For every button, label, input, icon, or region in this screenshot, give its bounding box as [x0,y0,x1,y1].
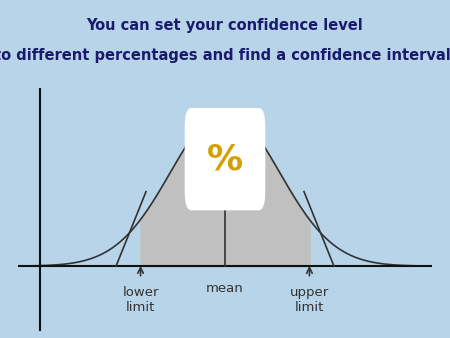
Text: to different percentages and find a confidence interval.: to different percentages and find a conf… [0,48,450,63]
FancyBboxPatch shape [184,108,266,210]
Text: mean: mean [206,282,244,295]
Text: You can set your confidence level: You can set your confidence level [87,18,364,33]
Text: upper
limit: upper limit [290,286,329,314]
Text: %: % [207,142,243,176]
Text: lower
limit: lower limit [122,286,159,314]
